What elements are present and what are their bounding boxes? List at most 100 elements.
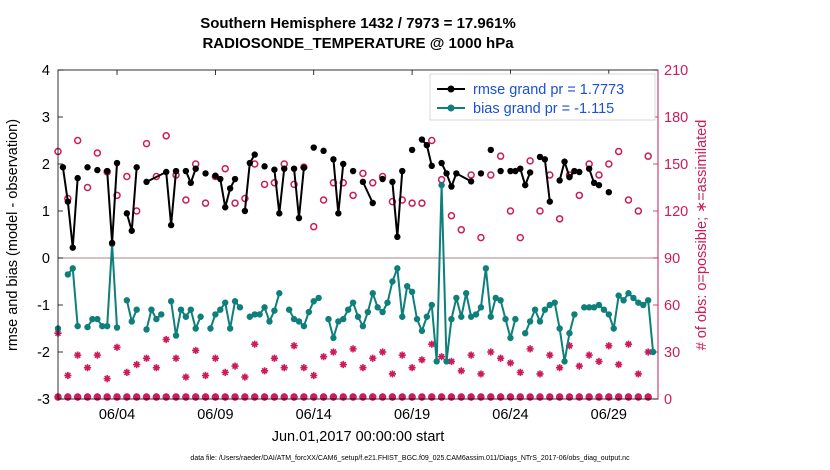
bias-point xyxy=(212,311,219,318)
rmse-point xyxy=(281,165,288,172)
y-axis-label-left: rmse and bias (model - observation) xyxy=(5,119,21,351)
possible-obs-marker xyxy=(437,175,446,184)
y-left-tick-label: -3 xyxy=(37,392,50,408)
bias-point xyxy=(349,299,357,306)
footnote: data file: /Users/raeder/DAI/ATM_forcXX/… xyxy=(190,455,630,462)
assimilated-obs-marker xyxy=(565,342,574,350)
possible-obs-marker xyxy=(516,233,525,242)
legend-bias-label: bias grand pr = -1.115 xyxy=(473,101,614,117)
assimilated-obs-marker xyxy=(339,360,347,369)
assimilated-obs-marker xyxy=(349,345,357,353)
rmse-point xyxy=(94,166,101,174)
assimilated-obs-marker xyxy=(162,335,170,344)
assimilated-obs-zero-marker xyxy=(152,393,160,401)
bias-point xyxy=(256,311,263,318)
rmse-point xyxy=(576,168,583,176)
assimilated-obs-zero-marker xyxy=(497,393,505,401)
rmse-point xyxy=(571,167,578,175)
rmse-point xyxy=(561,158,568,165)
bias-point xyxy=(600,306,608,313)
rmse-point xyxy=(261,163,268,170)
rmse-point xyxy=(399,167,406,175)
rmse-point xyxy=(335,210,342,217)
bias-point xyxy=(482,265,490,272)
assimilated-obs-marker xyxy=(221,368,229,376)
bias-point xyxy=(649,348,657,356)
assimilated-obs-zero-marker xyxy=(211,393,219,401)
assimilated-obs-zero-marker xyxy=(241,393,249,401)
possible-obs-marker xyxy=(487,171,495,179)
y-right-tick-label: 180 xyxy=(664,110,688,126)
bias-point xyxy=(472,311,480,318)
bias-point xyxy=(74,322,81,330)
bias-point xyxy=(443,358,450,365)
bias-point xyxy=(571,311,578,318)
assimilated-obs-marker xyxy=(624,340,633,348)
assimilated-obs-marker xyxy=(310,371,318,380)
rmse-point xyxy=(113,159,121,167)
bias-point xyxy=(261,304,268,311)
possible-obs-marker xyxy=(142,139,151,148)
rmse-point xyxy=(222,204,229,211)
assimilated-obs-zero-marker xyxy=(438,393,446,401)
assimilated-obs-zero-marker xyxy=(556,393,564,401)
possible-obs-marker xyxy=(93,149,102,157)
bias-point xyxy=(585,304,593,311)
rmse-point xyxy=(340,160,347,168)
bias-point xyxy=(566,330,573,337)
rmse-point xyxy=(536,153,544,161)
rmse-point xyxy=(369,199,376,207)
bias-point xyxy=(133,306,140,313)
rmse-point xyxy=(310,144,317,151)
legend-box xyxy=(429,73,656,121)
rmse-point xyxy=(526,169,534,176)
bias-point xyxy=(236,304,244,311)
possible-obs-marker xyxy=(467,171,475,179)
rmse-point xyxy=(202,170,209,177)
assimilated-obs-marker xyxy=(83,364,92,372)
rmse-point xyxy=(487,146,494,154)
rmse-point xyxy=(497,167,504,175)
bias-point xyxy=(177,306,185,313)
bias-point xyxy=(536,318,544,325)
assimilated-obs-zero-marker xyxy=(378,393,387,401)
rmse-point xyxy=(359,178,367,186)
assimilated-obs-zero-marker xyxy=(93,393,101,401)
rmse-point xyxy=(300,164,308,171)
bias-point xyxy=(640,301,647,309)
rmse-point xyxy=(123,210,131,217)
assimilated-obs-zero-marker xyxy=(231,393,239,401)
bias-line xyxy=(327,185,517,362)
assimilated-obs-zero-marker xyxy=(447,393,456,401)
possible-obs-marker xyxy=(496,152,505,160)
bias-point xyxy=(335,318,342,325)
bias-point xyxy=(403,283,411,290)
possible-obs-marker xyxy=(477,233,485,242)
rmse-point xyxy=(246,159,254,167)
rmse-point xyxy=(74,174,81,182)
bias-point xyxy=(408,288,416,296)
bias-point xyxy=(226,325,234,332)
assimilated-obs-marker xyxy=(369,354,377,362)
assimilated-obs-marker xyxy=(103,375,111,383)
assimilated-obs-marker xyxy=(142,354,151,362)
possible-obs-marker xyxy=(83,183,92,192)
bias-point xyxy=(399,313,406,320)
bias-point xyxy=(595,301,603,309)
rmse-line xyxy=(61,167,79,248)
assimilated-obs-marker xyxy=(546,351,554,359)
rmse-point xyxy=(507,167,514,175)
assimilated-obs-marker xyxy=(615,360,623,369)
assimilated-obs-marker xyxy=(378,348,387,356)
rmse-point xyxy=(59,164,67,171)
bias-point xyxy=(394,265,401,272)
assimilated-obs-marker xyxy=(64,371,72,380)
possible-obs-marker xyxy=(369,179,377,187)
bias-point xyxy=(187,306,194,313)
assimilated-obs-marker xyxy=(457,367,465,375)
assimilated-obs-zero-marker xyxy=(467,393,475,401)
rmse-point xyxy=(467,178,475,185)
assimilated-obs-zero-marker xyxy=(133,393,141,401)
assimilated-obs-marker xyxy=(536,370,544,378)
rmse-point xyxy=(212,172,219,179)
